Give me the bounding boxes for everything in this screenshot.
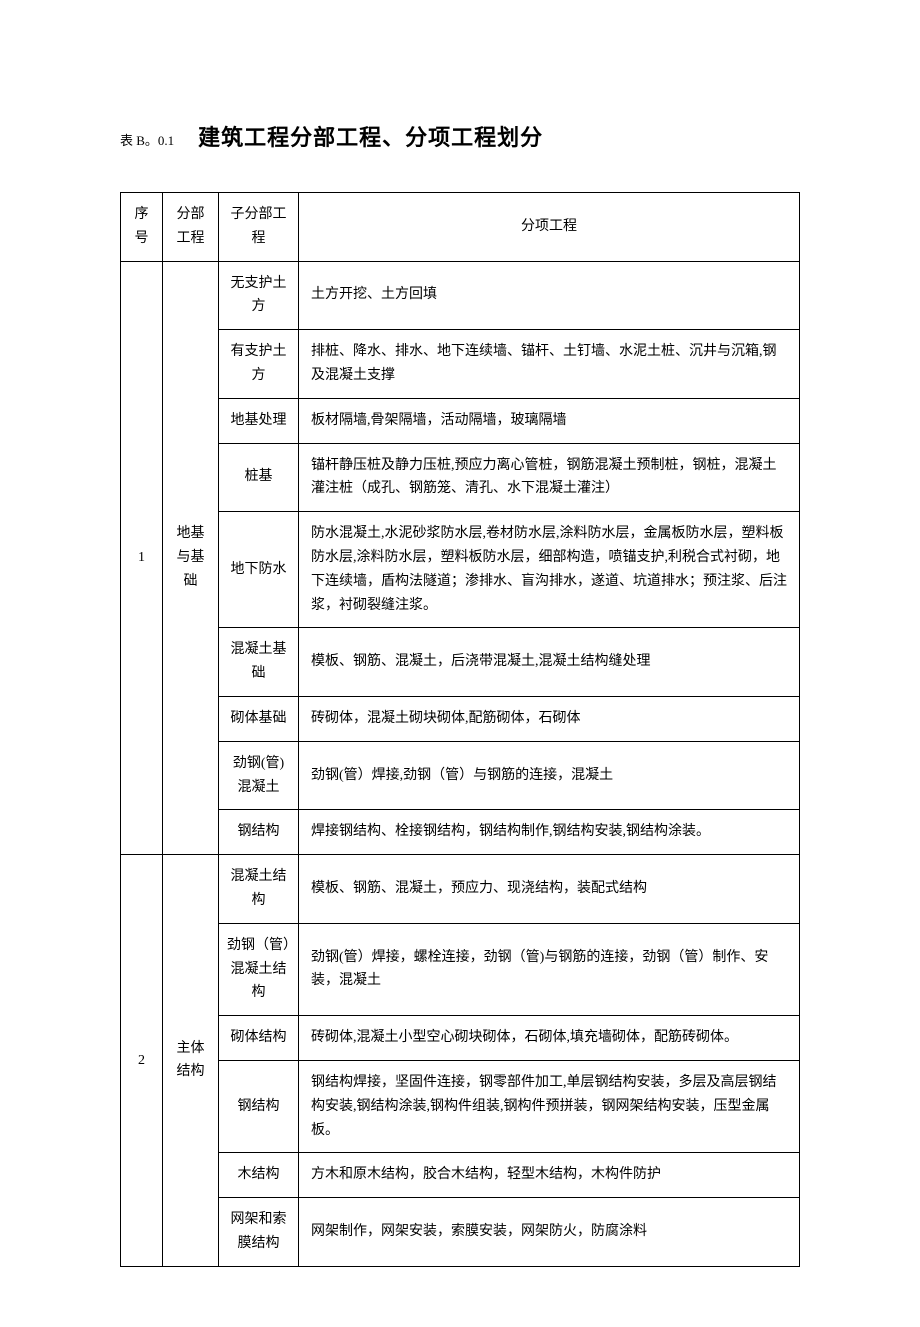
table-row: 钢结构 焊接钢结构、栓接钢结构，钢结构制作,钢结构安装,钢结构涂装。 <box>121 810 800 855</box>
cell-item: 模板、钢筋、混凝土，预应力、现浇结构，装配式结构 <box>299 855 800 924</box>
cell-item: 砖砌体,混凝土小型空心砌块砌体，石砌体,填充墙砌体，配筋砖砌体。 <box>299 1016 800 1061</box>
division-table: 序号 分部工程 子分部工程 分项工程 1 地基与基础 无支护土方 土方开挖、土方… <box>120 192 800 1267</box>
cell-item: 模板、钢筋、混凝土，后浇带混凝土,混凝土结构缝处理 <box>299 628 800 697</box>
cell-subpart: 木结构 <box>219 1153 299 1198</box>
cell-subpart: 地下防水 <box>219 512 299 628</box>
cell-item: 土方开挖、土方回填 <box>299 261 800 330</box>
cell-seq: 1 <box>121 261 163 855</box>
cell-subpart: 劲钢(管)混凝土 <box>219 741 299 810</box>
cell-part: 地基与基础 <box>163 261 219 855</box>
cell-subpart: 砌体结构 <box>219 1016 299 1061</box>
cell-item: 焊接钢结构、栓接钢结构，钢结构制作,钢结构安装,钢结构涂装。 <box>299 810 800 855</box>
cell-subpart: 混凝土结构 <box>219 855 299 924</box>
cell-item: 方木和原木结构，胶合木结构，轻型木结构，木构件防护 <box>299 1153 800 1198</box>
table-row: 劲钢（管）混凝土结构 劲钢(管）焊接，螺栓连接，劲钢（管)与钢筋的连接，劲钢（管… <box>121 923 800 1015</box>
cell-item: 网架制作，网架安装，索膜安装，网架防火，防腐涂料 <box>299 1198 800 1267</box>
table-row: 钢结构 钢结构焊接，坚固件连接，钢零部件加工,单层钢结构安装，多层及高层钢结构安… <box>121 1060 800 1152</box>
cell-subpart: 砌体基础 <box>219 696 299 741</box>
header-seq: 序号 <box>121 193 163 262</box>
cell-item: 劲钢(管）焊接，螺栓连接，劲钢（管)与钢筋的连接，劲钢（管）制作、安装，混凝土 <box>299 923 800 1015</box>
table-row: 地下防水 防水混凝土,水泥砂浆防水层,卷材防水层,涂料防水层，金属板防水层，塑料… <box>121 512 800 628</box>
cell-item: 砖砌体，混凝土砌块砌体,配筋砌体，石砌体 <box>299 696 800 741</box>
cell-item: 防水混凝土,水泥砂浆防水层,卷材防水层,涂料防水层，金属板防水层，塑料板防水层,… <box>299 512 800 628</box>
table-row: 砌体结构 砖砌体,混凝土小型空心砌块砌体，石砌体,填充墙砌体，配筋砖砌体。 <box>121 1016 800 1061</box>
table-row: 2 主体结构 混凝土结构 模板、钢筋、混凝土，预应力、现浇结构，装配式结构 <box>121 855 800 924</box>
table-row: 网架和索膜结构 网架制作，网架安装，索膜安装，网架防火，防腐涂料 <box>121 1198 800 1267</box>
cell-subpart: 劲钢（管）混凝土结构 <box>219 923 299 1015</box>
table-row: 桩基 锚杆静压桩及静力压桩,预应力离心管桩，钢筋混凝土预制桩，钢桩，混凝土灌注桩… <box>121 443 800 512</box>
header-subpart: 子分部工程 <box>219 193 299 262</box>
table-header-row: 序号 分部工程 子分部工程 分项工程 <box>121 193 800 262</box>
cell-subpart: 有支护土方 <box>219 330 299 399</box>
table-row: 砌体基础 砖砌体，混凝土砌块砌体,配筋砌体，石砌体 <box>121 696 800 741</box>
cell-subpart: 混凝土基础 <box>219 628 299 697</box>
header-part: 分部工程 <box>163 193 219 262</box>
cell-part: 主体结构 <box>163 855 219 1267</box>
cell-item: 排桩、降水、排水、地下连续墙、锚杆、土钉墙、水泥土桩、沉井与沉箱,钢及混凝土支撑 <box>299 330 800 399</box>
cell-subpart: 钢结构 <box>219 810 299 855</box>
cell-seq: 2 <box>121 855 163 1267</box>
cell-subpart: 桩基 <box>219 443 299 512</box>
table-row: 地基处理 板材隔墙,骨架隔墙，活动隔墙，玻璃隔墙 <box>121 398 800 443</box>
table-row: 有支护土方 排桩、降水、排水、地下连续墙、锚杆、土钉墙、水泥土桩、沉井与沉箱,钢… <box>121 330 800 399</box>
table-row: 劲钢(管)混凝土 劲钢(管）焊接,劲钢（管）与钢筋的连接，混凝土 <box>121 741 800 810</box>
table-row: 1 地基与基础 无支护土方 土方开挖、土方回填 <box>121 261 800 330</box>
cell-item: 板材隔墙,骨架隔墙，活动隔墙，玻璃隔墙 <box>299 398 800 443</box>
cell-subpart: 无支护土方 <box>219 261 299 330</box>
cell-item: 钢结构焊接，坚固件连接，钢零部件加工,单层钢结构安装，多层及高层钢结构安装,钢结… <box>299 1060 800 1152</box>
table-label: 表 B。0.1 <box>120 130 174 149</box>
cell-item: 锚杆静压桩及静力压桩,预应力离心管桩，钢筋混凝土预制桩，钢桩，混凝土灌注桩（成孔… <box>299 443 800 512</box>
table-row: 混凝土基础 模板、钢筋、混凝土，后浇带混凝土,混凝土结构缝处理 <box>121 628 800 697</box>
cell-item: 劲钢(管）焊接,劲钢（管）与钢筋的连接，混凝土 <box>299 741 800 810</box>
table-body: 1 地基与基础 无支护土方 土方开挖、土方回填 有支护土方 排桩、降水、排水、地… <box>121 261 800 1266</box>
cell-subpart: 网架和索膜结构 <box>219 1198 299 1267</box>
cell-subpart: 钢结构 <box>219 1060 299 1152</box>
table-row: 木结构 方木和原木结构，胶合木结构，轻型木结构，木构件防护 <box>121 1153 800 1198</box>
title-row: 表 B。0.1 建筑工程分部工程、分项工程划分 <box>120 120 800 152</box>
main-title: 建筑工程分部工程、分项工程划分 <box>198 120 543 152</box>
cell-subpart: 地基处理 <box>219 398 299 443</box>
header-item: 分项工程 <box>299 193 800 262</box>
